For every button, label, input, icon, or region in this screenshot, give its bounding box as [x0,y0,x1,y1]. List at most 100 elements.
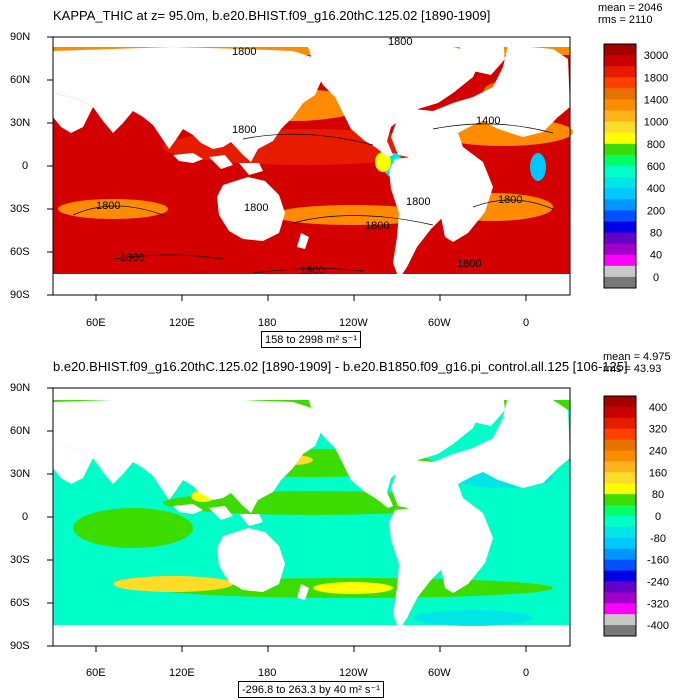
p2-lon-120w: 120W [339,667,368,679]
p2-lon-0: 0 [523,667,530,679]
colorbar-swatch [604,537,636,550]
colorbar-label: -320 [647,598,669,610]
contour-label: 1800 [120,252,145,264]
colorbar-swatch [604,110,636,123]
panel2-rms: rms = 43.93 [603,363,662,375]
colorbar-swatch [604,143,636,156]
p2-lat-60n: 60N [10,425,31,437]
contour-label: 1800 [232,46,257,58]
colorbar-swatch [604,483,636,495]
contour-label: 1800 [457,258,482,270]
p1-lat-60s: 60S [10,246,30,258]
colorbar-swatch [604,570,636,582]
p1-lat-30s: 30S [10,203,30,215]
p1-lat-0: 0 [22,160,29,172]
p1-lon-60e: 60E [86,317,106,329]
panel2-ticks [47,387,527,652]
colorbar-swatch [604,210,636,222]
colorbar-swatch [604,625,636,637]
colorbar-swatch [604,88,636,100]
contour-label: 1800 [300,265,325,277]
p1-lat-60n: 60N [10,74,31,86]
colorbar-label: 1800 [644,72,668,84]
colorbar-swatch [604,99,636,112]
colorbar-label: 40 [650,250,662,262]
p2-lon-60w: 60W [428,667,451,679]
p1-lon-120w: 120W [339,317,368,329]
contour-label: 1800 [232,124,257,136]
contour-label: 1800 [388,36,413,48]
colorbar-label: 160 [649,467,667,479]
colorbar-swatch [604,494,636,506]
panel2-title: b.e20.BHIST.f09_g16.20thC.125.02 [1890-1… [53,359,628,374]
colorbar-label: 800 [647,139,665,151]
contour-label: 1800 [406,196,431,208]
colorbar-swatch [604,221,636,234]
colorbar-outline [603,395,637,637]
colorbar-label: 80 [652,489,664,501]
colorbar-label: -240 [647,576,669,588]
colorbar-swatch [604,154,636,167]
contour-label: 1800 [365,220,390,232]
colorbar-swatch [604,428,636,441]
colorbar-label: 3000 [644,50,668,62]
colorbar-outline [603,43,637,289]
panel1-mean: mean = 2046 [598,2,663,14]
colorbar-label: 1000 [644,117,668,129]
colorbar-swatch [604,232,636,245]
colorbar-swatch [604,396,636,408]
p1-lat-90n: 90N [10,31,31,43]
colorbar-label: 320 [649,424,667,436]
colorbar-swatch [604,581,636,593]
panel1-title: KAPPA_THIC at z= 95.0m, b.e20.BHIST.f09_… [53,8,491,23]
colorbar-swatch [604,188,636,200]
contour-label: 1800 [244,202,269,214]
p1-lon-180: 180 [258,317,277,329]
panel2-colorbar: 400 320 240 160 80 0 -80 -160 -240 -320 -400 [603,395,669,637]
colorbar-swatch [604,254,636,267]
p1-lat-90s: 90S [10,289,30,301]
colorbar-swatch [604,121,636,134]
colorbar-label: 240 [649,446,667,458]
p2-lat-30n: 30N [10,468,31,480]
panel2-range-box: -296.8 to 263.3 by 40 m² s⁻¹ [238,681,384,698]
colorbar-swatch [604,77,636,89]
colorbar-swatch [604,603,636,615]
colorbar-swatch [604,44,636,56]
colorbar-swatch [604,417,636,430]
p2-lon-180: 180 [258,667,277,679]
panel1-ticks [47,36,527,301]
colorbar-label: 1400 [644,94,668,106]
p2-lat-0: 0 [22,511,29,523]
colorbar-swatch [604,166,636,178]
p2-lat-90s: 90S [10,640,30,652]
colorbar-swatch [604,406,636,419]
colorbar-swatch [604,450,636,462]
contour-label: 1400 [476,115,501,127]
p2-lon-120e: 120E [169,667,195,679]
colorbar-swatch [604,516,636,528]
panel2-mean: mean = 4.975 [603,351,671,363]
colorbar-swatch [604,548,636,561]
colorbar-label: 400 [647,183,665,195]
colorbar-label: -400 [647,620,669,632]
panel1-rms: rms = 2110 [598,14,653,26]
colorbar-label: 0 [653,272,659,284]
p1-lon-60w: 60W [428,317,451,329]
panel1-map [52,36,573,296]
contour-label: 1800 [498,194,523,206]
colorbar-swatch [604,132,636,145]
p1-lon-0: 0 [523,317,530,329]
colorbar-swatch [604,439,636,452]
p2-lat-90n: 90N [10,382,31,394]
colorbar-swatch [604,55,636,67]
colorbar-swatch [604,614,636,626]
contour-label: 1800 [96,200,121,212]
colorbar-swatch [604,559,636,572]
p1-lat-30n: 30N [10,117,31,129]
colorbar-swatch [604,472,636,484]
colorbar-swatch [604,177,636,189]
colorbar-swatch [604,66,636,78]
